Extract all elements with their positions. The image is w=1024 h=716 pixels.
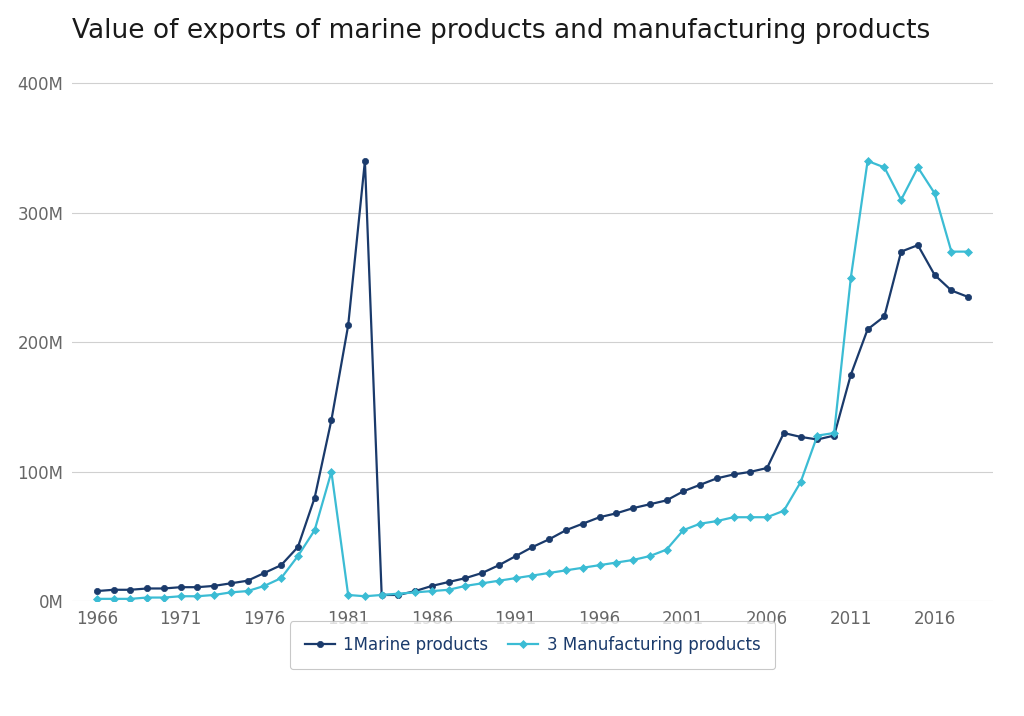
1Marine products xyxy=(677,487,689,495)
1Marine products xyxy=(627,504,639,513)
Legend: 1Marine products, 3 Manufacturing products: 1Marine products, 3 Manufacturing produc… xyxy=(290,621,775,669)
3 Manufacturing products xyxy=(861,157,873,165)
3 Manufacturing products xyxy=(879,163,891,172)
1Marine products xyxy=(91,587,103,596)
3 Manufacturing products xyxy=(644,552,656,561)
3 Manufacturing products xyxy=(761,513,773,521)
1Marine products xyxy=(644,500,656,508)
3 Manufacturing products xyxy=(610,558,623,567)
1Marine products xyxy=(326,416,338,425)
3 Manufacturing products xyxy=(326,468,338,476)
3 Manufacturing products xyxy=(91,594,103,603)
1Marine products xyxy=(795,432,807,441)
3 Manufacturing products xyxy=(593,561,605,569)
1Marine products xyxy=(694,480,707,489)
Text: Value of exports of marine products and manufacturing products: Value of exports of marine products and … xyxy=(72,18,930,44)
1Marine products xyxy=(358,157,371,165)
Line: 3 Manufacturing products: 3 Manufacturing products xyxy=(93,158,972,602)
1Marine products xyxy=(376,591,388,599)
Line: 1Marine products: 1Marine products xyxy=(93,158,972,598)
3 Manufacturing products xyxy=(962,247,974,256)
1Marine products xyxy=(962,293,974,301)
